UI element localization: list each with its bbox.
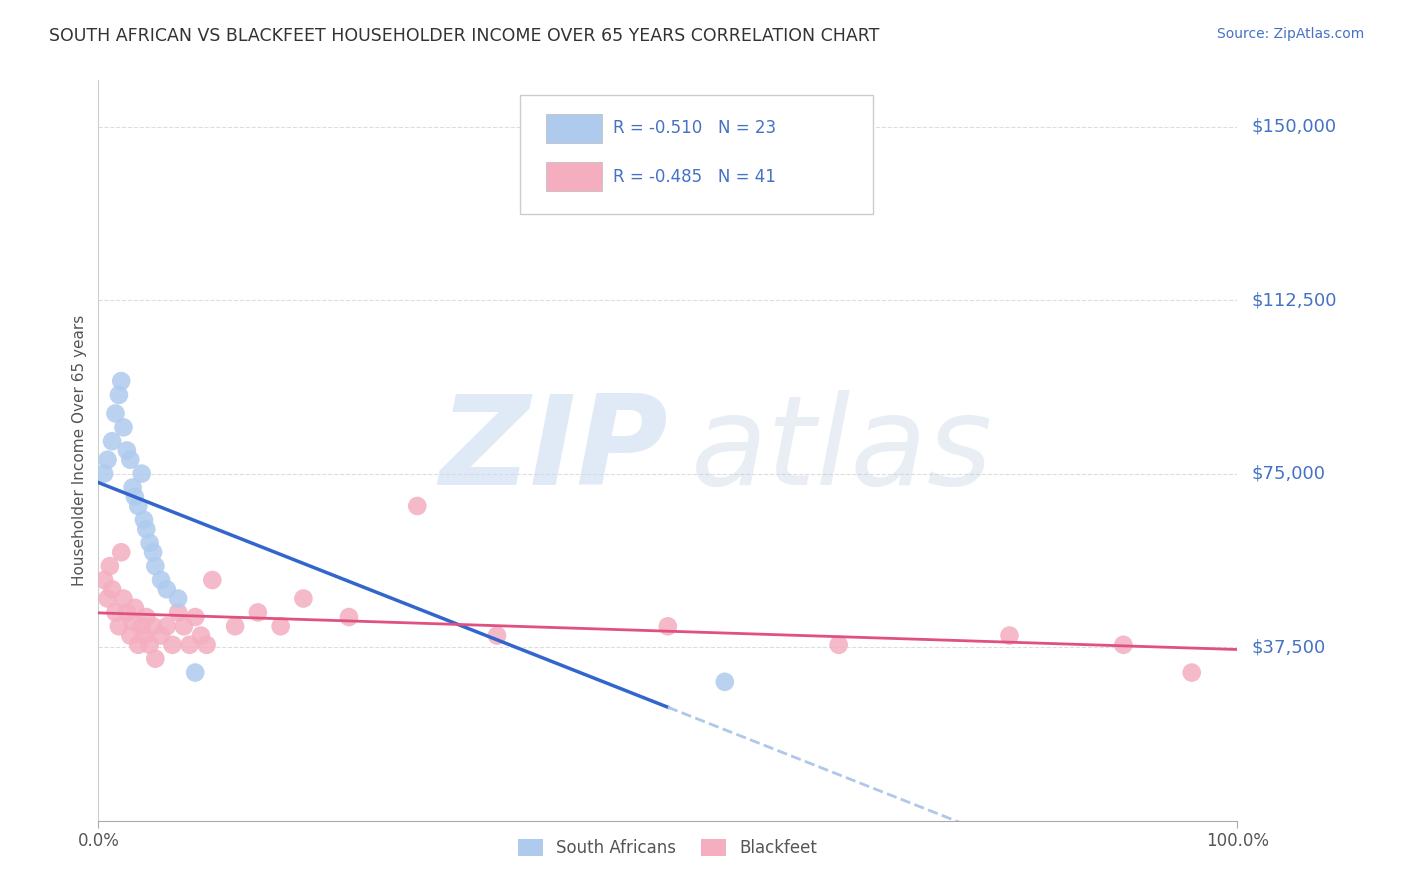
Point	[110, 374, 132, 388]
Text: ZIP: ZIP	[439, 390, 668, 511]
FancyBboxPatch shape	[546, 161, 602, 192]
Point	[173, 619, 195, 633]
Text: atlas: atlas	[690, 390, 993, 511]
Point	[131, 467, 153, 481]
Legend: South Africans, Blackfeet: South Africans, Blackfeet	[512, 832, 824, 864]
Point	[135, 522, 157, 536]
Point	[224, 619, 246, 633]
Point	[406, 499, 429, 513]
Point	[96, 591, 118, 606]
Point	[96, 452, 118, 467]
Point	[127, 499, 149, 513]
Y-axis label: Householder Income Over 65 years: Householder Income Over 65 years	[72, 315, 87, 586]
Point	[270, 619, 292, 633]
Point	[104, 606, 127, 620]
Point	[201, 573, 224, 587]
Point	[112, 591, 135, 606]
Text: SOUTH AFRICAN VS BLACKFEET HOUSEHOLDER INCOME OVER 65 YEARS CORRELATION CHART: SOUTH AFRICAN VS BLACKFEET HOUSEHOLDER I…	[49, 27, 880, 45]
Point	[246, 606, 269, 620]
Point	[167, 606, 190, 620]
FancyBboxPatch shape	[546, 113, 602, 144]
Point	[145, 651, 167, 665]
Point	[108, 619, 131, 633]
Point	[190, 628, 212, 642]
Point	[132, 628, 155, 642]
Point	[124, 490, 146, 504]
Point	[150, 628, 173, 642]
Point	[98, 559, 121, 574]
Point	[112, 420, 135, 434]
Text: R = -0.485   N = 41: R = -0.485 N = 41	[613, 168, 776, 186]
Point	[121, 615, 143, 629]
Point	[115, 606, 138, 620]
Point	[142, 619, 165, 633]
Point	[142, 545, 165, 559]
Point	[1112, 638, 1135, 652]
Point	[108, 388, 131, 402]
Point	[120, 628, 142, 642]
Text: $150,000: $150,000	[1251, 118, 1336, 136]
Point	[115, 443, 138, 458]
Point	[179, 638, 201, 652]
Point	[101, 582, 124, 597]
Text: R = -0.510   N = 23: R = -0.510 N = 23	[613, 120, 776, 137]
Point	[145, 559, 167, 574]
Point	[998, 628, 1021, 642]
Point	[93, 467, 115, 481]
Text: $112,500: $112,500	[1251, 291, 1337, 309]
Point	[101, 434, 124, 449]
Point	[120, 452, 142, 467]
Point	[337, 610, 360, 624]
Point	[110, 545, 132, 559]
Point	[292, 591, 315, 606]
Point	[167, 591, 190, 606]
Point	[156, 619, 179, 633]
Point	[828, 638, 851, 652]
FancyBboxPatch shape	[520, 95, 873, 213]
Point	[132, 513, 155, 527]
Point	[93, 573, 115, 587]
Point	[124, 600, 146, 615]
Point	[121, 480, 143, 494]
Point	[714, 674, 737, 689]
Point	[184, 610, 207, 624]
Point	[138, 536, 160, 550]
Point	[127, 638, 149, 652]
Point	[486, 628, 509, 642]
Point	[195, 638, 218, 652]
Text: Source: ZipAtlas.com: Source: ZipAtlas.com	[1216, 27, 1364, 41]
Point	[1181, 665, 1204, 680]
Point	[138, 638, 160, 652]
Point	[156, 582, 179, 597]
Point	[162, 638, 184, 652]
Text: $37,500: $37,500	[1251, 638, 1326, 657]
Point	[131, 619, 153, 633]
Point	[184, 665, 207, 680]
Point	[135, 610, 157, 624]
Point	[657, 619, 679, 633]
Text: $75,000: $75,000	[1251, 465, 1326, 483]
Point	[150, 573, 173, 587]
Point	[104, 407, 127, 421]
